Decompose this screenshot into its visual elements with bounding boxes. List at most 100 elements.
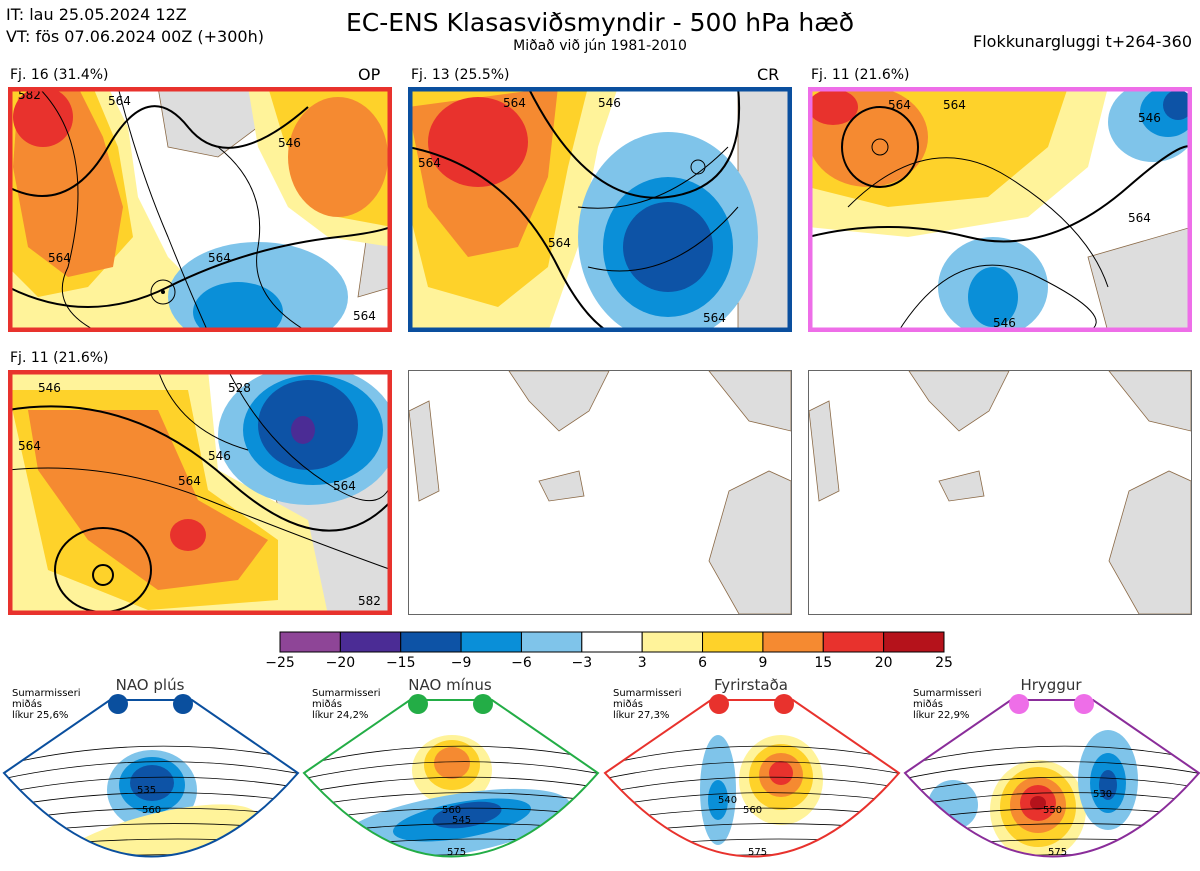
panel-2-contour-label: 564: [703, 311, 726, 325]
regime-contour-label: 550: [1043, 805, 1062, 816]
regime-marker-dot: [408, 694, 428, 714]
anomaly-field: [1013, 869, 1043, 870]
regime-contour-label: 560: [743, 805, 762, 816]
regime-contour-label: 575: [748, 847, 767, 858]
height-contour: [605, 792, 899, 808]
anomaly-field: [45, 804, 259, 857]
regime-border: [603, 699, 901, 858]
height-contour: [905, 776, 1199, 794]
colorbar-tick-label: 9: [758, 655, 768, 671]
height-contour: [4, 761, 298, 780]
panel-2-contour-label: 564: [548, 236, 571, 250]
regime-title: Hryggur: [1020, 676, 1082, 694]
colorbar-swatch: [279, 631, 341, 653]
colorbar-tick-label: 3: [637, 655, 647, 671]
regime-stat-line: líkur 22,9%: [913, 710, 970, 721]
regime-contour-label: 535: [137, 785, 156, 796]
height-contour: [905, 761, 1199, 780]
valid-time: VT: fös 07.06.2024 00Z (+300h): [6, 27, 264, 46]
panel-4-contour-label: 564: [178, 474, 201, 488]
panel-3-contour-label: 546: [993, 316, 1016, 330]
panel-2-tag: CR: [757, 65, 780, 84]
regime-marker-dot: [108, 694, 128, 714]
regime-stat-line: líkur 25,6%: [12, 710, 69, 721]
anomaly-field: [434, 747, 470, 779]
regime-border: [302, 699, 600, 858]
regime-contour-label: 575: [1048, 847, 1067, 858]
colorbar-tick-label: 15: [814, 655, 833, 671]
regime-stat-line: miðás: [913, 699, 943, 710]
regime-stat-line: Sumarmisseri: [12, 688, 81, 699]
regime-map: 535 560: [2, 699, 300, 858]
cluster-map-4: 546 528 564 546 564 564 582: [8, 370, 392, 615]
height-contour: [304, 761, 598, 780]
colorbar-swatch: [883, 631, 945, 653]
regime-title: NAO mínus: [408, 676, 492, 694]
height-contour: [605, 745, 899, 766]
panel-1-tag: OP: [358, 65, 381, 84]
panel-2-contour-label: 564: [418, 156, 441, 170]
classification-window: Flokkunargluggi t+264-360: [973, 32, 1192, 51]
panel-1-contour-label: 564: [208, 251, 231, 265]
colorbar: [279, 631, 945, 653]
regime-title: Fyrirstaða: [714, 676, 788, 694]
page-subtitle: Miðað við jún 1981-2010: [513, 38, 687, 54]
regime-stat-line: miðás: [12, 699, 42, 710]
regime-marker-dot: [709, 694, 729, 714]
panel-2-contour-label: 564: [503, 96, 526, 110]
panel-3-contour-label: 564: [888, 98, 911, 112]
colorbar-swatch: [702, 631, 764, 653]
regime-contour-label: 575: [447, 847, 466, 858]
panel-4-contour-label: 564: [333, 479, 356, 493]
colorbar-tick-label: −15: [385, 655, 416, 671]
colorbar-swatch: [581, 631, 643, 653]
height-contour: [905, 745, 1199, 766]
regime-marker-dot: [774, 694, 794, 714]
regime-stats: Sumarmisseri miðás líkur 25,6%: [12, 688, 80, 721]
height-contour: [605, 776, 899, 794]
panel-4-border: [8, 370, 392, 615]
colorbar-swatch: [520, 631, 583, 653]
panel-4-contour-label: 582: [358, 594, 381, 608]
colorbar-tick-label: −3: [571, 655, 593, 671]
regime-title: NAO plús: [115, 676, 185, 694]
panel-4-contour-label: 564: [18, 439, 41, 453]
header-info: IT: lau 25.05.2024 12Z VT: fös 07.06.202…: [6, 4, 264, 48]
regime-marker-dot: [1074, 694, 1094, 714]
regime-stat-line: líkur 27,3%: [613, 710, 670, 721]
regime-contour-label: 560: [142, 805, 161, 816]
colorbar-tick-label: −6: [511, 655, 532, 671]
cluster-map-2: 564 564 546 564 564: [408, 87, 792, 332]
regime-stats: Sumarmisseri miðás líkur 22,9%: [913, 688, 981, 721]
regime-contour-label: 560: [442, 805, 461, 816]
empty-map-5: [408, 370, 792, 615]
panel-2-label: Fj. 13 (25.5%): [411, 67, 510, 83]
panel-1-contour-label: 564: [108, 94, 131, 108]
colorbar-swatch: [460, 631, 522, 653]
panel-2-contour-label: 546: [598, 96, 621, 110]
colorbar-tick-label: −9: [450, 655, 472, 671]
panel-3-border: [808, 87, 1192, 332]
regime-contour-label: 545: [452, 815, 471, 826]
regime-contour-label: 540: [718, 795, 737, 806]
panel-4-contour-label: 546: [38, 381, 61, 395]
colorbar-tick-label: 20: [874, 655, 893, 671]
regime-marker-dot: [473, 694, 493, 714]
regime-stat-line: líkur 24,2%: [312, 710, 369, 721]
colorbar-tick-label: 25: [935, 655, 953, 671]
regime-stat-line: Sumarmisseri: [613, 688, 682, 699]
regime-map: 540 560 575: [603, 699, 901, 858]
height-contour: [304, 776, 598, 794]
panel-1-border: [8, 87, 392, 332]
regime-stat-line: Sumarmisseri: [913, 688, 982, 699]
panel-1-contour-label: 564: [353, 309, 376, 323]
colorbar-tick-label: −25: [265, 655, 295, 671]
empty-map-6: [808, 370, 1192, 615]
cluster-map-1: 564 546 564 564 564 582: [8, 87, 392, 332]
height-contour: [605, 761, 899, 780]
height-contour: [905, 792, 1199, 808]
panel-1-label: Fj. 16 (31.4%): [10, 67, 109, 83]
anomaly-field: [130, 765, 174, 801]
regime-border: [2, 699, 300, 858]
